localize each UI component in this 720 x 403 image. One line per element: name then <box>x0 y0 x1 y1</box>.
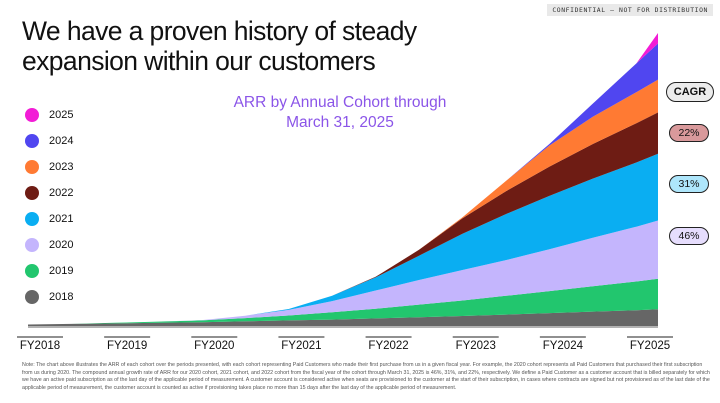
legend-swatch <box>25 160 39 174</box>
x-tick-label: FY2022 <box>368 340 408 352</box>
page-title: We have a proven history of steady expan… <box>22 16 417 76</box>
x-tick-label: FY2018 <box>20 340 60 352</box>
cagr-badge-2022: 22% <box>669 124 709 142</box>
legend-label: 2021 <box>49 213 74 225</box>
legend-swatch <box>25 264 39 278</box>
legend-item-2019: 2019 <box>25 264 73 278</box>
legend-label: 2018 <box>49 291 74 303</box>
x-tick-label: FY2024 <box>543 340 584 352</box>
chart-title: ARR by Annual Cohort through March 31, 2… <box>233 94 447 131</box>
area-cohort-2020 <box>28 220 658 325</box>
legend-item-2021: 2021 <box>25 212 73 226</box>
cagr-badge-2020: 46% <box>669 227 709 245</box>
x-tick-label: FY2019 <box>107 340 147 352</box>
area-cohort-2021 <box>28 153 658 325</box>
legend-label: 2022 <box>49 187 74 199</box>
footnote: Note: The chart above illustrates the AR… <box>22 362 710 391</box>
legend-label: 2020 <box>49 239 74 251</box>
legend-item-2024: 2024 <box>25 134 73 148</box>
x-tick-label: FY2023 <box>456 340 496 352</box>
legend-swatch <box>25 238 39 252</box>
legend-label: 2025 <box>49 109 74 121</box>
legend-swatch <box>25 108 39 122</box>
legend-item-2018: 2018 <box>25 290 73 304</box>
legend-label: 2023 <box>49 161 74 173</box>
legend-swatch <box>25 290 39 304</box>
cagr-badge-2021: 31% <box>669 175 709 193</box>
x-tick-label: FY2025 <box>630 340 670 352</box>
cagr-header-badge: CAGR <box>666 82 714 102</box>
legend-swatch <box>25 212 39 226</box>
legend-label: 2024 <box>49 135 74 147</box>
legend-item-2022: 2022 <box>25 186 73 200</box>
legend-swatch <box>25 186 39 200</box>
confidential-banner: CONFIDENTIAL — NOT FOR DISTRIBUTION <box>547 4 713 16</box>
area-cohort-2019 <box>28 278 658 325</box>
x-tick-label: FY2021 <box>281 340 321 352</box>
legend-item-2020: 2020 <box>25 238 73 252</box>
legend-item-2023: 2023 <box>25 160 73 174</box>
legend-label: 2019 <box>49 265 74 277</box>
area-cohort-2018 <box>28 309 658 326</box>
legend-item-2025: 2025 <box>25 108 73 122</box>
x-tick-label: FY2020 <box>194 340 234 352</box>
legend-swatch <box>25 134 39 148</box>
